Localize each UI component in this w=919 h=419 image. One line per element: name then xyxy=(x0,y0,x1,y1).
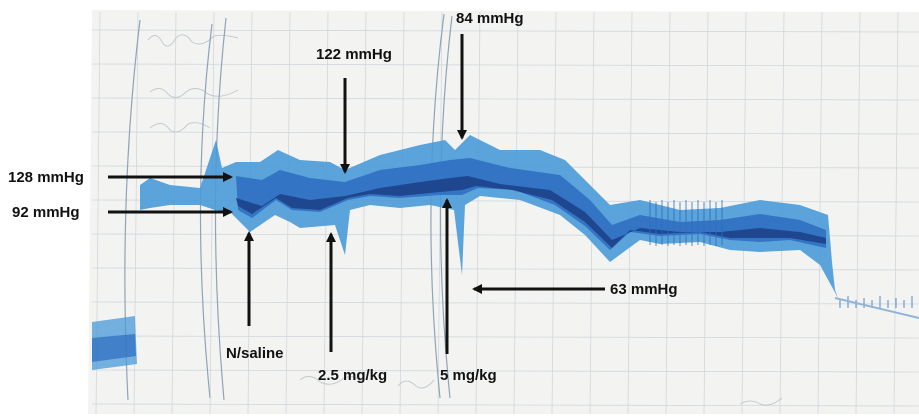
grid-line-horizontal xyxy=(91,369,919,373)
grid-line-horizontal xyxy=(91,267,919,271)
trace-band-dark xyxy=(236,176,826,248)
label-2-5-mg-kg: 2.5 mg/kg xyxy=(318,367,388,384)
grid-line-vertical xyxy=(855,11,861,415)
label-128-mmhg: 128 mmHg xyxy=(8,169,84,186)
grid-line-vertical xyxy=(475,11,481,415)
paper-surface xyxy=(88,10,919,414)
blood-pressure-trace xyxy=(140,135,919,319)
grid-line-horizontal xyxy=(91,29,919,33)
grid-line-vertical xyxy=(361,11,367,415)
grid-line-horizontal xyxy=(91,301,919,305)
label-122-mmhg: 122 mmHg xyxy=(316,46,392,63)
label-5-mg-kg: 5 mg/kg xyxy=(440,367,497,384)
grid-line-horizontal xyxy=(91,403,919,407)
grid-line-horizontal xyxy=(91,335,919,339)
grid-line-vertical xyxy=(513,11,519,415)
baseline-trace xyxy=(834,297,919,319)
grid-line-horizontal xyxy=(91,131,919,135)
trace-band-light xyxy=(140,135,838,298)
grid-line-vertical xyxy=(893,11,899,415)
stub-trace xyxy=(92,316,137,370)
grid-line-vertical xyxy=(551,11,557,415)
label-84-mmhg: 84 mmHg xyxy=(456,10,524,27)
handwritten-notes xyxy=(147,34,783,406)
grid-line-vertical xyxy=(399,11,405,415)
grid-line-horizontal xyxy=(91,63,919,67)
label-n-saline: N/saline xyxy=(226,345,284,362)
grid-line-horizontal xyxy=(91,97,919,101)
label-63-mmhg: 63 mmHg xyxy=(610,281,678,298)
trace-band-mid xyxy=(236,158,826,250)
annotation-arrows xyxy=(108,34,605,354)
label-92-mmhg: 92 mmHg xyxy=(12,204,80,221)
